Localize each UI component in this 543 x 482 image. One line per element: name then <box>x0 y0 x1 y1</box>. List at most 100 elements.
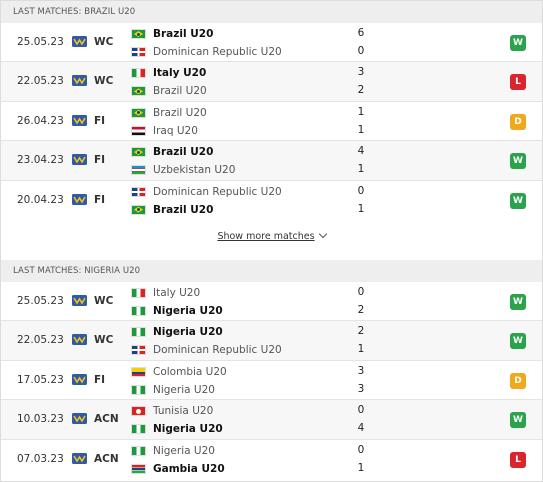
result-badge: L <box>510 74 526 91</box>
competition-code: FI <box>94 114 106 127</box>
home-team-name: Italy U20 <box>153 67 207 80</box>
home-team[interactable]: Brazil U20 <box>131 105 207 121</box>
away-team[interactable]: Brazil U20 <box>131 83 207 99</box>
away-team-name: Nigeria U20 <box>153 305 223 317</box>
match-row[interactable]: 20.04.23 FI Dominican Republic U20 Brazil U… <box>1 181 542 220</box>
chevron-down-icon[interactable] <box>318 229 327 239</box>
away-score: 1 <box>357 163 365 176</box>
home-score: 3 <box>357 66 365 79</box>
match-row[interactable]: 22.05.23 WC Italy U20 Brazil U20 3 2 L <box>1 62 542 102</box>
away-score: 0 <box>357 45 365 57</box>
result-badge: L <box>510 451 526 468</box>
competition-icon <box>72 295 87 306</box>
tunisia-flag-icon <box>131 406 146 417</box>
competition-icon <box>72 334 87 346</box>
match-date: 10.03.23 <box>17 413 64 426</box>
home-team[interactable]: Italy U20 <box>131 285 200 301</box>
colombia-flag-icon <box>131 366 146 377</box>
home-team[interactable]: Colombia U20 <box>131 364 227 380</box>
home-team-name: Nigeria U20 <box>153 444 215 457</box>
match-row[interactable]: 10.03.23 ACN Tunisia U20 Nigeria U20 0 4 W <box>1 400 542 440</box>
away-team[interactable]: Dominican Republic U20 <box>131 44 282 60</box>
match-date: 20.04.23 <box>17 193 64 206</box>
competition-icon <box>72 452 87 464</box>
competition-icon <box>72 193 87 205</box>
home-team-name: Italy U20 <box>153 287 201 299</box>
result-badge: D <box>510 113 526 130</box>
home-team[interactable]: Brazil U20 <box>131 26 213 42</box>
home-team-name: Brazil U20 <box>153 146 214 159</box>
result-badge: D <box>510 372 526 389</box>
nigeria-flag-icon <box>131 327 146 338</box>
home-team[interactable]: Tunisia U20 <box>131 403 213 419</box>
nigeria-flag-icon <box>131 424 146 435</box>
match-row[interactable]: 17.05.23 FI Colombia U20 Nigeria U20 3 3 D <box>1 361 542 401</box>
away-score: 2 <box>357 84 365 97</box>
away-team[interactable]: Nigeria U20 <box>131 303 223 319</box>
home-score: 0 <box>357 184 365 197</box>
section-header-nigeria: LAST MATCHES: NIGERIA U20 <box>1 260 542 282</box>
match-row[interactable]: 23.04.23 FI Brazil U20 Uzbekistan U20 4 1 W <box>1 141 542 181</box>
away-score: 1 <box>357 202 365 215</box>
away-score: 3 <box>357 382 365 395</box>
show-more-label[interactable]: Show more matches <box>217 231 315 242</box>
match-row[interactable]: 25.05.23 WC Brazil U20 Dominican Republic U… <box>1 23 542 63</box>
match-row[interactable]: 26.04.23 FI Brazil U20 Iraq U20 1 1 D <box>1 102 542 142</box>
away-team[interactable]: Uzbekistan U20 <box>131 162 235 178</box>
italy-flag-icon <box>131 68 146 79</box>
home-team[interactable]: Nigeria U20 <box>131 443 215 459</box>
home-score: 6 <box>357 27 365 39</box>
away-team[interactable]: Nigeria U20 <box>131 382 215 398</box>
home-team-name: Dominican Republic U20 <box>153 185 282 198</box>
away-team-name: Nigeria U20 <box>153 423 223 436</box>
match-row[interactable]: 22.05.23 WC Nigeria U20 Dominican Republic … <box>1 321 542 361</box>
home-team[interactable]: Dominican Republic U20 <box>131 184 282 200</box>
home-team-name: Tunisia U20 <box>153 405 214 418</box>
section-title: LAST MATCHES: BRAZIL U20 <box>13 7 136 17</box>
home-team[interactable]: Brazil U20 <box>131 144 213 160</box>
match-list-brazil: 25.05.23 WC Brazil U20 Dominican Republic U… <box>1 23 542 220</box>
section-header-brazil: LAST MATCHES: BRAZIL U20 <box>1 1 542 23</box>
competition-code: WC <box>94 334 114 347</box>
competition-code: ACN <box>94 413 119 426</box>
home-score: 2 <box>357 325 365 338</box>
match-row[interactable]: 07.03.23 ACN Nigeria U20 Gambia U20 0 1 L <box>1 440 542 479</box>
home-score: 0 <box>357 286 365 298</box>
competition-code: WC <box>94 75 114 88</box>
home-score: 0 <box>357 404 365 417</box>
away-score: 4 <box>357 422 365 435</box>
gambia-flag-icon <box>131 463 146 474</box>
match-row[interactable]: 25.05.23 WC Italy U20 Nigeria U20 0 2 W <box>1 282 542 322</box>
result-badge: W <box>510 294 526 310</box>
dom-flag-icon <box>131 186 146 197</box>
match-date: 26.04.23 <box>17 114 64 127</box>
away-team-name: Uzbekistan U20 <box>153 164 236 177</box>
dom-flag-icon <box>131 47 146 57</box>
match-date: 25.05.23 <box>17 295 64 307</box>
competition-icon <box>72 413 87 425</box>
match-date: 07.03.23 <box>17 452 64 465</box>
result-badge: W <box>510 153 526 170</box>
competition-icon <box>72 75 87 87</box>
away-team[interactable]: Brazil U20 <box>131 202 213 218</box>
home-team-name: Nigeria U20 <box>153 326 223 339</box>
match-date: 25.05.23 <box>17 36 64 48</box>
competition-code: WC <box>94 36 114 48</box>
home-team[interactable]: Nigeria U20 <box>131 324 223 340</box>
away-team-name: Brazil U20 <box>153 85 207 98</box>
away-team-name: Dominican Republic U20 <box>153 46 282 58</box>
away-team[interactable]: Dominican Republic U20 <box>131 342 282 358</box>
result-badge: W <box>510 412 526 429</box>
away-team-name: Brazil U20 <box>153 203 214 216</box>
brazil-flag-icon <box>131 147 146 158</box>
home-team[interactable]: Italy U20 <box>131 65 206 81</box>
nigeria-flag-icon <box>131 306 146 316</box>
section-title: LAST MATCHES: NIGERIA U20 <box>13 266 141 276</box>
show-more-matches[interactable]: Show more matches <box>0 229 543 242</box>
away-team[interactable]: Iraq U20 <box>131 123 198 139</box>
result-badge: W <box>510 35 526 51</box>
away-team[interactable]: Nigeria U20 <box>131 421 223 437</box>
away-team[interactable]: Gambia U20 <box>131 461 225 477</box>
match-date: 22.05.23 <box>17 75 64 88</box>
away-score: 1 <box>357 461 365 474</box>
